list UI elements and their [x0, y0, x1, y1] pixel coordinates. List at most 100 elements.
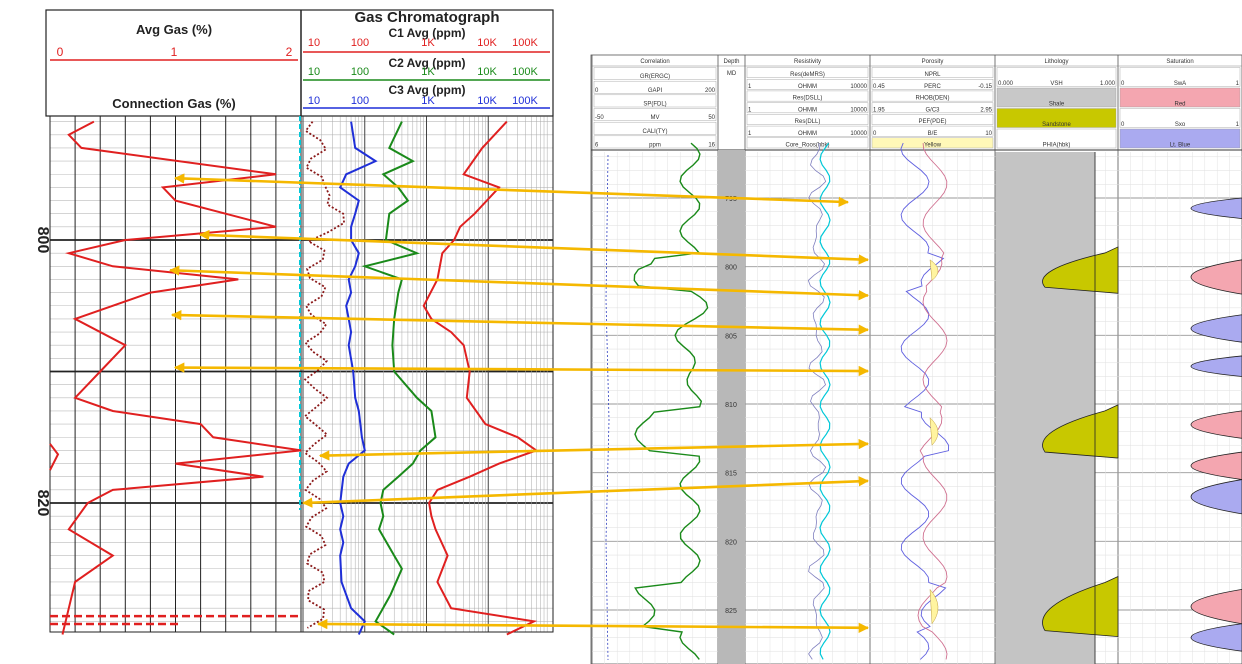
right-header-row — [746, 67, 869, 78]
chromatograph-curve-headers: C1 Avg (ppm) C2 Avg (ppm) C3 Avg (ppm) — [303, 26, 550, 109]
right-header-row-min: 0.000 — [998, 81, 1014, 87]
right-header-row-max: 1 — [1236, 122, 1240, 128]
chromatograph-scale-label: 10K — [477, 37, 497, 49]
right-header-row-label: GAPI — [648, 88, 663, 94]
right-header-row-max: 1.000 — [1100, 81, 1116, 87]
connection-gas-title: Connection Gas (%) — [112, 96, 236, 111]
right-header-row-label: CALI(TY) — [642, 129, 667, 135]
chromatograph-scale-label: 100K — [512, 95, 538, 107]
right-header-row-label: Sxo — [1175, 122, 1186, 128]
right-headers: Correlation GR(ERGC) GAPI 0 200 SP(FDL) MV -50 5… — [591, 55, 1242, 664]
right-header-row-label: RHOB(DEN) — [916, 96, 950, 102]
correlation-arrow — [168, 265, 870, 301]
right-header-row-min: -50 — [595, 115, 604, 121]
right-header-row-label: Shale — [1049, 102, 1065, 108]
right-header-row-label: Res(deMRS) — [790, 72, 825, 78]
c2-header-title: C2 Avg (ppm) — [388, 56, 465, 70]
right-header-row-label: GR(ERGC) — [640, 74, 670, 80]
saturation-fill — [1190, 355, 1242, 377]
right-panel: Correlation GR(ERGC) GAPI 0 200 SP(FDL) MV -50 5… — [590, 54, 1242, 664]
right-track-title: Correlation — [640, 59, 669, 65]
right-header-row — [871, 114, 994, 125]
right-header-row-max: 10000 — [850, 84, 867, 90]
chromatograph-scale-label: 100 — [351, 37, 369, 49]
right-header-row-label: ppm — [649, 143, 661, 149]
right-header-row-label: OHMM — [798, 131, 817, 137]
chromatograph-scale-label: 10 — [308, 95, 320, 107]
saturation-fill — [1190, 259, 1242, 295]
right-header-row — [593, 67, 717, 80]
depth-unit: MD — [727, 71, 737, 77]
chromatograph-scale-label: 10K — [477, 66, 497, 78]
right-header-row — [746, 114, 869, 125]
right-header-row — [746, 90, 869, 102]
right-track-title: Depth — [723, 59, 739, 65]
gr-curve — [633, 142, 709, 660]
connection-gas-spike — [50, 614, 301, 626]
right-header-row-max: -0.15 — [978, 84, 992, 90]
chromatograph-scale-label: 100K — [512, 66, 538, 78]
saturation-fill — [1190, 623, 1242, 652]
saturation-fill — [1190, 314, 1242, 343]
right-header-row-min: 1.95 — [873, 107, 885, 113]
chromatograph-scale-label: 10 — [308, 37, 320, 49]
sandstone-fill — [1042, 575, 1119, 638]
right-grid — [592, 152, 1242, 664]
right-header-row-min: 1 — [748, 84, 752, 90]
porosity-crossover — [929, 259, 939, 281]
right-header-row-max: 1 — [1236, 81, 1240, 87]
depth-label: 800 — [34, 227, 51, 254]
right-header-row-min: 0 — [1121, 81, 1125, 87]
c1-header-title: C1 Avg (ppm) — [388, 26, 465, 40]
right-header-row-label: Sandstone — [1042, 122, 1071, 128]
right-depth-tick: 815 — [725, 471, 737, 478]
porosity-curve — [900, 142, 950, 660]
avg-gas-scale-max: 2 — [286, 45, 293, 59]
sandstone-fill — [1042, 404, 1119, 459]
sandstone-fill — [1042, 246, 1119, 294]
right-header-row — [996, 87, 1117, 108]
right-panel-frame — [590, 54, 1242, 664]
right-header-row-min: 0 — [595, 88, 599, 94]
right-header-row — [746, 137, 869, 149]
correlation-arrow — [198, 229, 870, 265]
right-header-row — [996, 67, 1117, 87]
chromatograph-scale-label: 100 — [351, 66, 369, 78]
right-header-row-label: PEF(PDE) — [918, 119, 946, 125]
left-header: Avg Gas (%) 0 1 2 Connection Gas (%) Gas… — [45, 9, 554, 117]
saturation-fill — [1190, 451, 1242, 480]
right-header-row — [1119, 108, 1241, 128]
right-header-row — [871, 102, 994, 114]
right-header-row-max: 2.95 — [980, 107, 992, 113]
chromatograph-title: Gas Chromatograph — [354, 9, 499, 26]
right-header-row-label: PERC — [924, 84, 941, 90]
right-header-row-min: 1 — [748, 107, 752, 113]
right-header-row-max: 16 — [708, 143, 715, 149]
chromatograph-scale-label: 1K — [421, 95, 435, 107]
right-header-row-min: 0.45 — [873, 84, 885, 90]
right-header-row-min: 0 — [873, 131, 877, 137]
avg-gas-title: Avg Gas (%) — [136, 22, 212, 37]
right-header-row — [871, 125, 994, 137]
resistivity-curve — [807, 143, 827, 660]
chromatograph-scale-label: 100 — [351, 95, 369, 107]
right-depth-tick: 810 — [725, 402, 737, 409]
right-header-row — [746, 102, 869, 114]
right-header-row-max: 10000 — [850, 107, 867, 113]
right-header-row-label: Res(DSLL) — [793, 96, 823, 102]
right-header-row — [593, 121, 717, 135]
avg-gas-curve — [61, 120, 302, 635]
c3-header-title: C3 Avg (ppm) — [388, 83, 465, 97]
porosity-curve — [917, 143, 948, 660]
correlation-arrows — [168, 173, 870, 633]
right-header-row-label: NPRL — [924, 72, 941, 78]
right-header-row — [593, 80, 717, 94]
right-header-row-max: 10000 — [850, 131, 867, 137]
correlation-arrow — [170, 309, 870, 335]
avg-gas-scale-min: 0 — [57, 45, 64, 59]
correlation-arrow — [173, 362, 870, 377]
saturation-fill — [1190, 410, 1242, 439]
right-header-row-label: Core_Roos(hbk) — [785, 143, 829, 149]
saturation-fill — [1190, 197, 1242, 220]
